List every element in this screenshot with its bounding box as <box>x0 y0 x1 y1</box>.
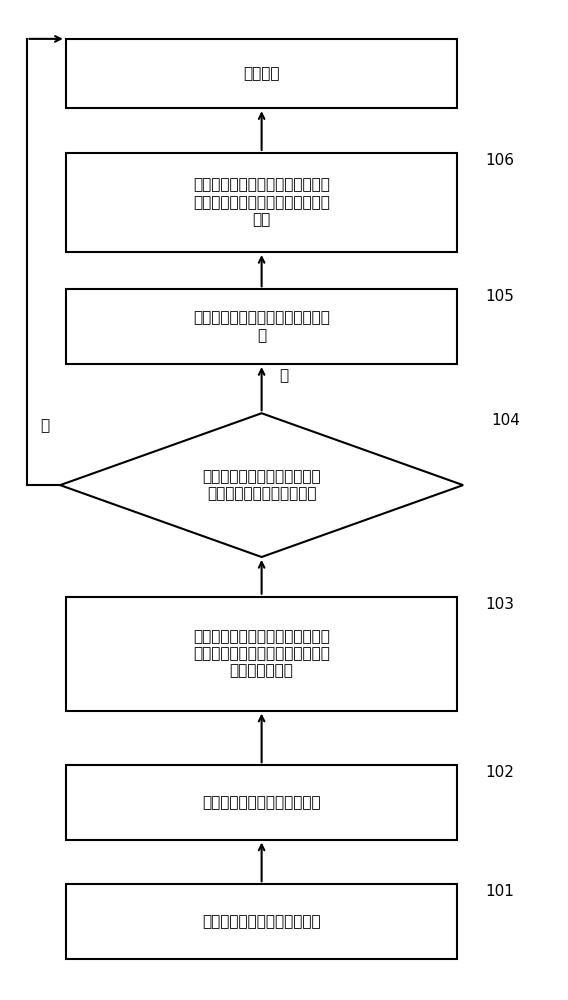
Text: 所述系统将报警信息发送至所述用
户终端，以使得所述用户进行报警
处理: 所述系统将报警信息发送至所述用 户终端，以使得所述用户进行报警 处理 <box>193 178 330 227</box>
Text: 102: 102 <box>486 765 515 780</box>
FancyBboxPatch shape <box>66 765 457 840</box>
FancyBboxPatch shape <box>66 597 457 711</box>
Text: 所述系统结束对所述目标车辆的充
电: 所述系统结束对所述目标车辆的充 电 <box>193 310 330 343</box>
FancyBboxPatch shape <box>66 884 457 959</box>
FancyBboxPatch shape <box>66 153 457 252</box>
Text: 101: 101 <box>486 884 515 899</box>
Text: 所述系统判断所述目标车辆的
底盘温度是否超过预设温度: 所述系统判断所述目标车辆的 底盘温度是否超过预设温度 <box>202 469 321 501</box>
Text: 106: 106 <box>486 153 515 168</box>
Text: 所述系统获取用户的控制指令: 所述系统获取用户的控制指令 <box>202 795 321 810</box>
FancyBboxPatch shape <box>66 289 457 364</box>
Text: 结束流程: 结束流程 <box>243 66 280 81</box>
Text: 所述系统根据所述控制指令对所述
目标车辆进行充电并获取所述目标
车辆的底盘温度: 所述系统根据所述控制指令对所述 目标车辆进行充电并获取所述目标 车辆的底盘温度 <box>193 629 330 679</box>
Text: 105: 105 <box>486 289 515 304</box>
Text: 系统获取目标车辆的车辆信息: 系统获取目标车辆的车辆信息 <box>202 914 321 929</box>
FancyBboxPatch shape <box>66 39 457 108</box>
Text: 103: 103 <box>486 597 515 612</box>
Text: 是: 是 <box>279 369 289 384</box>
Text: 104: 104 <box>491 413 520 428</box>
Polygon shape <box>60 413 463 557</box>
Text: 否: 否 <box>40 418 49 433</box>
